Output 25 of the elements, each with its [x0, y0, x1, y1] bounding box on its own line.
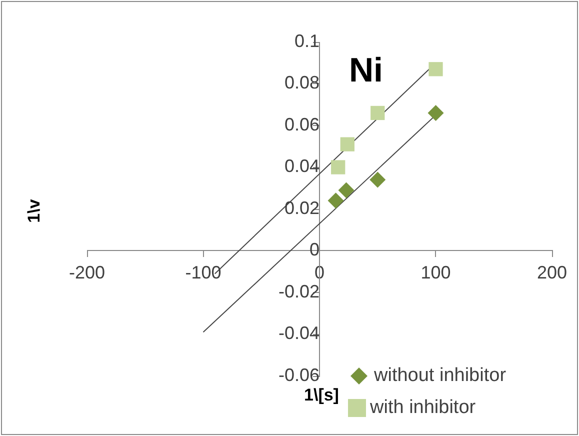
y-tick-label: -0.04: [278, 323, 320, 344]
x-tick-label: -200: [68, 262, 106, 283]
y-tick-label: 0.06: [284, 114, 320, 134]
x-tick-label: 100: [420, 262, 451, 283]
point: [428, 104, 444, 121]
point: [370, 106, 385, 120]
point: [331, 160, 346, 174]
x-axis-title: 1\[s]: [304, 386, 339, 405]
x-tick-label: 200: [536, 262, 568, 283]
y-tick-label: 0.1: [294, 30, 320, 51]
y-tick-label: -0.06: [278, 364, 320, 385]
chart-title: Ni: [349, 51, 383, 90]
y-axis-title: 1\v: [24, 198, 44, 223]
point: [428, 62, 443, 76]
point: [338, 182, 354, 198]
legend-label: without inhibitor: [374, 364, 506, 388]
x-tick-label: -100: [185, 262, 222, 283]
point: [340, 137, 354, 152]
y-tick-label: 0.04: [284, 156, 320, 176]
y-tick-label: 0.08: [284, 72, 320, 93]
point: [328, 192, 344, 209]
y-tick-label: -0.02: [278, 281, 320, 302]
point: [370, 172, 386, 188]
legend-label: with inhibitor: [370, 396, 476, 420]
y-tick-label: 0.02: [284, 198, 320, 218]
